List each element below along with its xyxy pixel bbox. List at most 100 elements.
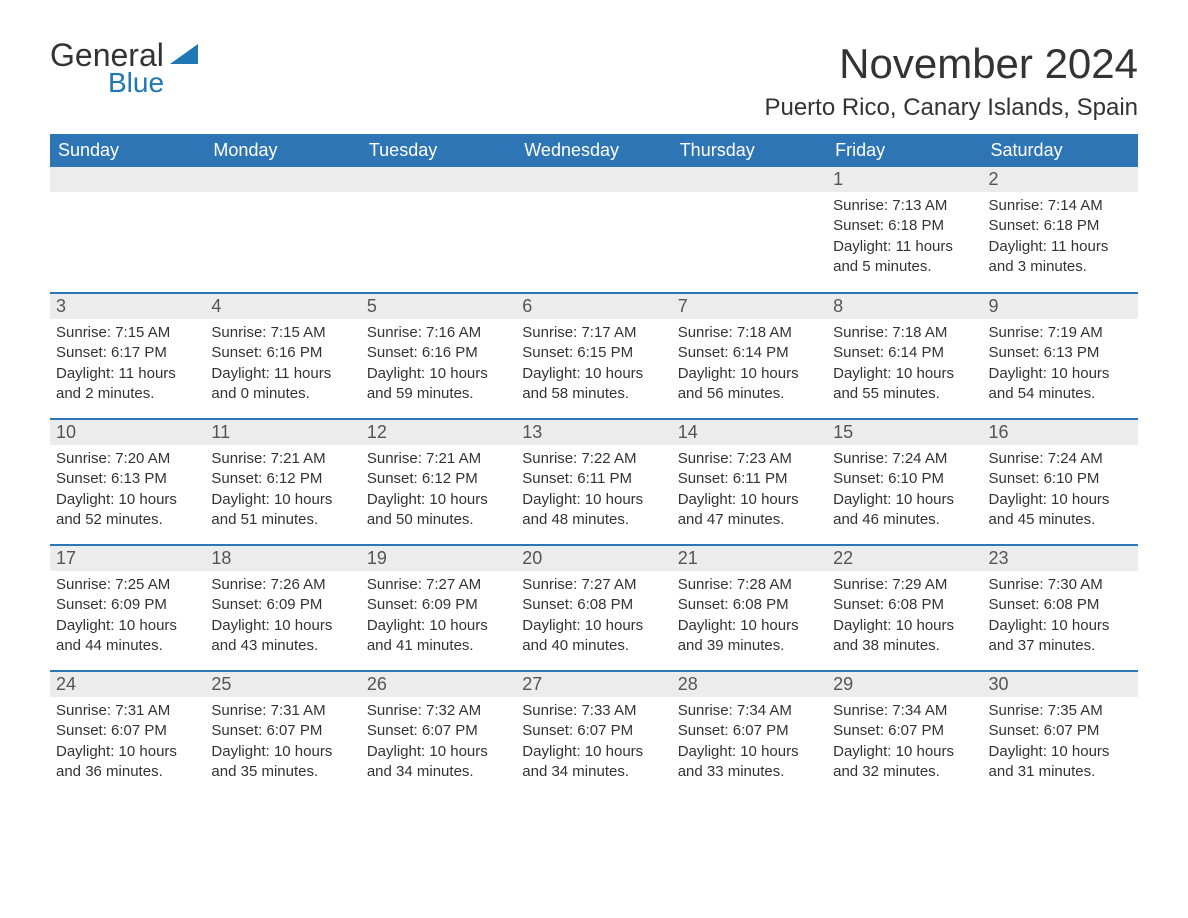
day-details: Sunrise: 7:34 AMSunset: 6:07 PMDaylight:… bbox=[672, 697, 827, 790]
calendar-week-row: 24Sunrise: 7:31 AMSunset: 6:07 PMDayligh… bbox=[50, 671, 1138, 797]
daylight-line: Daylight: 10 hours and 33 minutes. bbox=[678, 742, 821, 783]
day-number: 11 bbox=[205, 420, 360, 445]
location-subtitle: Puerto Rico, Canary Islands, Spain bbox=[764, 94, 1138, 122]
calendar-day-cell: 3Sunrise: 7:15 AMSunset: 6:17 PMDaylight… bbox=[50, 293, 205, 419]
sunset-line: Sunset: 6:18 PM bbox=[833, 216, 976, 236]
sunrise-line: Sunrise: 7:15 AM bbox=[211, 323, 354, 343]
day-details: Sunrise: 7:33 AMSunset: 6:07 PMDaylight:… bbox=[516, 697, 671, 790]
day-details: Sunrise: 7:16 AMSunset: 6:16 PMDaylight:… bbox=[361, 319, 516, 412]
sunrise-line: Sunrise: 7:30 AM bbox=[989, 575, 1132, 595]
sunset-line: Sunset: 6:12 PM bbox=[367, 469, 510, 489]
day-details: Sunrise: 7:31 AMSunset: 6:07 PMDaylight:… bbox=[50, 697, 205, 790]
daylight-line: Daylight: 10 hours and 45 minutes. bbox=[989, 490, 1132, 531]
calendar-day-cell: 2Sunrise: 7:14 AMSunset: 6:18 PMDaylight… bbox=[983, 167, 1138, 293]
sunrise-line: Sunrise: 7:33 AM bbox=[522, 701, 665, 721]
day-number: 16 bbox=[983, 420, 1138, 445]
calendar-day-cell: 17Sunrise: 7:25 AMSunset: 6:09 PMDayligh… bbox=[50, 545, 205, 671]
calendar-day-cell: 29 Sunrise: 7:34 AMSunset: 6:07 PMDayligh… bbox=[827, 671, 982, 797]
day-details: Sunrise: 7:22 AMSunset: 6:11 PMDaylight:… bbox=[516, 445, 671, 538]
calendar-day-cell: 1Sunrise: 7:13 AMSunset: 6:18 PMDaylight… bbox=[827, 167, 982, 293]
sunset-line: Sunset: 6:07 PM bbox=[211, 721, 354, 741]
logo: General Blue bbox=[50, 40, 198, 97]
day-number: 22 bbox=[827, 546, 982, 571]
calendar-week-row: 1Sunrise: 7:13 AMSunset: 6:18 PMDaylight… bbox=[50, 167, 1138, 293]
header: General Blue November 2024 Puerto Rico, … bbox=[50, 40, 1138, 122]
sunset-line: Sunset: 6:09 PM bbox=[56, 595, 199, 615]
day-number: 17 bbox=[50, 546, 205, 571]
sunrise-line: Sunrise: 7:18 AM bbox=[833, 323, 976, 343]
day-number: 4 bbox=[205, 294, 360, 319]
weekday-header: Saturday bbox=[983, 134, 1138, 167]
calendar-day-cell: 6Sunrise: 7:17 AMSunset: 6:15 PMDaylight… bbox=[516, 293, 671, 419]
day-number: 26 bbox=[361, 672, 516, 697]
day-number: 29 bbox=[827, 672, 982, 697]
day-details: Sunrise: 7:35 AMSunset: 6:07 PMDaylight:… bbox=[983, 697, 1138, 790]
calendar-week-row: 17Sunrise: 7:25 AMSunset: 6:09 PMDayligh… bbox=[50, 545, 1138, 671]
calendar-week-row: 10Sunrise: 7:20 AMSunset: 6:13 PMDayligh… bbox=[50, 419, 1138, 545]
daylight-line: Daylight: 10 hours and 34 minutes. bbox=[522, 742, 665, 783]
day-number bbox=[205, 167, 360, 192]
sunset-line: Sunset: 6:12 PM bbox=[211, 469, 354, 489]
daylight-line: Daylight: 10 hours and 44 minutes. bbox=[56, 616, 199, 657]
calendar-day-cell: 26Sunrise: 7:32 AMSunset: 6:07 PMDayligh… bbox=[361, 671, 516, 797]
day-number: 15 bbox=[827, 420, 982, 445]
sunset-line: Sunset: 6:07 PM bbox=[56, 721, 199, 741]
calendar-day-cell: 28Sunrise: 7:34 AMSunset: 6:07 PMDayligh… bbox=[672, 671, 827, 797]
sunrise-line: Sunrise: 7:22 AM bbox=[522, 449, 665, 469]
sunset-line: Sunset: 6:08 PM bbox=[833, 595, 976, 615]
daylight-line: Daylight: 10 hours and 48 minutes. bbox=[522, 490, 665, 531]
daylight-line: Daylight: 10 hours and 39 minutes. bbox=[678, 616, 821, 657]
day-number: 13 bbox=[516, 420, 671, 445]
sunrise-line: Sunrise: 7:34 AM bbox=[833, 701, 976, 721]
page-title: November 2024 bbox=[764, 40, 1138, 88]
sunrise-line: Sunrise: 7:31 AM bbox=[211, 701, 354, 721]
calendar-day-cell: 10Sunrise: 7:20 AMSunset: 6:13 PMDayligh… bbox=[50, 419, 205, 545]
weekday-header: Sunday bbox=[50, 134, 205, 167]
daylight-line: Daylight: 10 hours and 38 minutes. bbox=[833, 616, 976, 657]
calendar-day-cell: 5Sunrise: 7:16 AMSunset: 6:16 PMDaylight… bbox=[361, 293, 516, 419]
daylight-line: Daylight: 10 hours and 58 minutes. bbox=[522, 364, 665, 405]
calendar-day-cell: 4Sunrise: 7:15 AMSunset: 6:16 PMDaylight… bbox=[205, 293, 360, 419]
day-details: Sunrise: 7:32 AMSunset: 6:07 PMDaylight:… bbox=[361, 697, 516, 790]
daylight-line: Daylight: 11 hours and 5 minutes. bbox=[833, 237, 976, 278]
day-details: Sunrise: 7:18 AMSunset: 6:14 PMDaylight:… bbox=[827, 319, 982, 412]
sunrise-line: Sunrise: 7:21 AM bbox=[211, 449, 354, 469]
calendar-day-cell bbox=[516, 167, 671, 293]
sunrise-line: Sunrise: 7:19 AM bbox=[989, 323, 1132, 343]
daylight-line: Daylight: 10 hours and 32 minutes. bbox=[833, 742, 976, 783]
day-number: 12 bbox=[361, 420, 516, 445]
weekday-header: Monday bbox=[205, 134, 360, 167]
daylight-line: Daylight: 10 hours and 50 minutes. bbox=[367, 490, 510, 531]
sunset-line: Sunset: 6:15 PM bbox=[522, 343, 665, 363]
day-number bbox=[672, 167, 827, 192]
day-number: 23 bbox=[983, 546, 1138, 571]
sunset-line: Sunset: 6:07 PM bbox=[833, 721, 976, 741]
calendar-day-cell: 23Sunrise: 7:30 AMSunset: 6:08 PMDayligh… bbox=[983, 545, 1138, 671]
sunset-line: Sunset: 6:08 PM bbox=[678, 595, 821, 615]
sunrise-line: Sunrise: 7:32 AM bbox=[367, 701, 510, 721]
sunrise-line: Sunrise: 7:21 AM bbox=[367, 449, 510, 469]
calendar-day-cell: 27Sunrise: 7:33 AMSunset: 6:07 PMDayligh… bbox=[516, 671, 671, 797]
calendar-day-cell: 21Sunrise: 7:28 AMSunset: 6:08 PMDayligh… bbox=[672, 545, 827, 671]
day-details: Sunrise: 7:24 AMSunset: 6:10 PMDaylight:… bbox=[983, 445, 1138, 538]
sunrise-line: Sunrise: 7:27 AM bbox=[367, 575, 510, 595]
calendar-day-cell bbox=[361, 167, 516, 293]
daylight-line: Daylight: 10 hours and 51 minutes. bbox=[211, 490, 354, 531]
daylight-line: Daylight: 10 hours and 34 minutes. bbox=[367, 742, 510, 783]
weekday-header: Tuesday bbox=[361, 134, 516, 167]
calendar-day-cell: 15Sunrise: 7:24 AMSunset: 6:10 PMDayligh… bbox=[827, 419, 982, 545]
day-details: Sunrise: 7:23 AMSunset: 6:11 PMDaylight:… bbox=[672, 445, 827, 538]
day-details: Sunrise: 7:25 AMSunset: 6:09 PMDaylight:… bbox=[50, 571, 205, 664]
daylight-line: Daylight: 10 hours and 37 minutes. bbox=[989, 616, 1132, 657]
calendar-day-cell: 11 Sunrise: 7:21 AMSunset: 6:12 PMDayligh… bbox=[205, 419, 360, 545]
sunset-line: Sunset: 6:13 PM bbox=[56, 469, 199, 489]
day-number: 27 bbox=[516, 672, 671, 697]
sunrise-line: Sunrise: 7:18 AM bbox=[678, 323, 821, 343]
sunrise-line: Sunrise: 7:31 AM bbox=[56, 701, 199, 721]
sunrise-line: Sunrise: 7:24 AM bbox=[989, 449, 1132, 469]
calendar-day-cell: 20Sunrise: 7:27 AMSunset: 6:08 PMDayligh… bbox=[516, 545, 671, 671]
day-details: Sunrise: 7:13 AMSunset: 6:18 PMDaylight:… bbox=[827, 192, 982, 285]
day-details: Sunrise: 7:18 AMSunset: 6:14 PMDaylight:… bbox=[672, 319, 827, 412]
daylight-line: Daylight: 10 hours and 47 minutes. bbox=[678, 490, 821, 531]
sunrise-line: Sunrise: 7:15 AM bbox=[56, 323, 199, 343]
